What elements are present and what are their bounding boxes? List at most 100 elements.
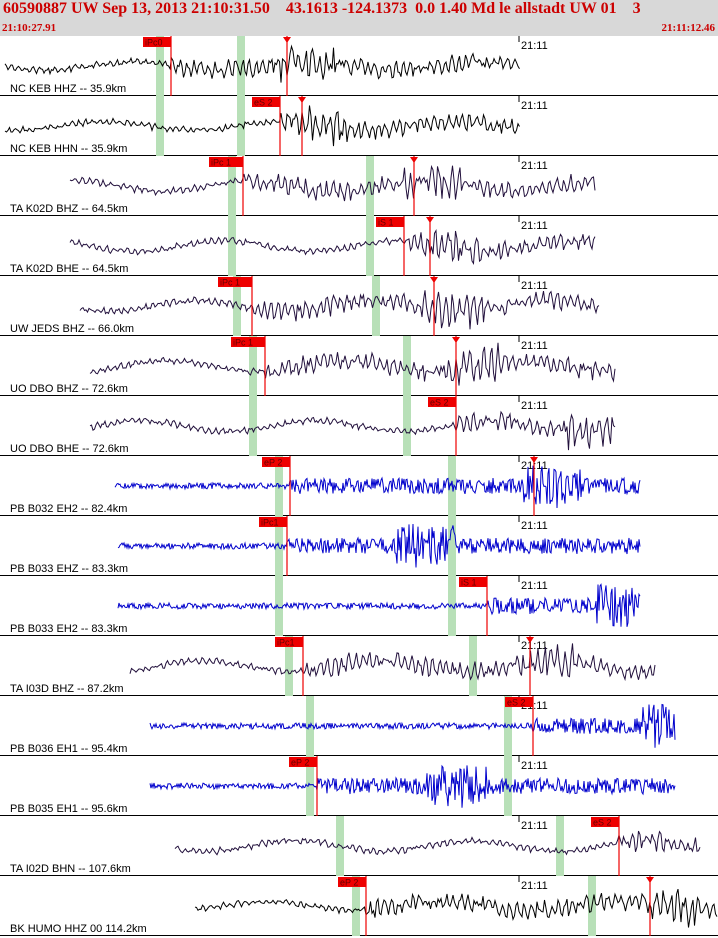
seismogram-row[interactable]: 21:11 iPc 1 UO DBO BHZ -- 72.6km (0, 336, 718, 396)
minute-tick-label: 21:11 (521, 760, 548, 772)
pick-window (237, 96, 245, 156)
minute-tick-label: 21:11 (521, 220, 548, 232)
window-end-time: 21:11:12.46 (661, 22, 715, 34)
pick-window (352, 876, 360, 936)
phase-pick-label[interactable]: iPc1 (261, 518, 279, 528)
phase-pick-label[interactable]: eS 2 (430, 398, 449, 408)
station-label: NC KEB HHN -- 35.9km (10, 143, 127, 155)
seismogram-row[interactable]: 21:11 iS 1 PB B033 EH2 -- 83.3km (0, 576, 718, 636)
phase-pick-tag[interactable] (275, 637, 303, 647)
event-title: 60590887 UW Sep 13, 2013 21:10:31.50 43.… (3, 0, 641, 17)
phase-pick-tag[interactable] (338, 877, 366, 887)
phase-pick-tag[interactable] (459, 577, 487, 587)
phase-pick-label[interactable]: iPc0 (145, 38, 163, 48)
station-label: PB B036 EH1 -- 95.4km (10, 743, 127, 755)
waveform-trace (174, 830, 701, 856)
pick-window (556, 816, 564, 876)
waveform-trace (129, 643, 656, 682)
waveform-trace (69, 164, 596, 202)
phase-pick-tag[interactable] (218, 277, 252, 287)
phase-pick-label[interactable]: iS 1 (461, 578, 477, 588)
waveform-trace (79, 290, 600, 330)
pick-window (285, 636, 293, 696)
station-label: NC KEB HHZ -- 35.9km (10, 83, 126, 95)
seismogram-row[interactable]: 21:11 iPc 1 UW JEDS BHZ -- 66.0km (0, 276, 718, 336)
station-label: BK HUMO HHZ 00 114.2km (10, 923, 147, 935)
pick-arrow-icon (526, 637, 534, 643)
phase-pick-tag[interactable] (591, 817, 619, 827)
phase-pick-label[interactable]: iPc1 (277, 638, 295, 648)
pick-window (228, 216, 236, 276)
seismogram-row[interactable]: 21:11 eS 2 NC KEB HHN -- 35.9km (0, 96, 718, 156)
pick-window (233, 276, 241, 336)
phase-pick-label[interactable]: eS 2 (254, 98, 273, 108)
event-header: 60590887 UW Sep 13, 2013 21:10:31.50 43.… (0, 0, 718, 36)
seismogram-row[interactable]: 21:11 iPc 1 TA K02D BHZ -- 64.5km (0, 156, 718, 216)
pick-arrow-icon (298, 97, 306, 103)
seismogram-row[interactable]: 21:11 iPc0 NC KEB HHZ -- 35.9km (0, 36, 718, 96)
seismogram-row[interactable]: 21:11 eS 2 TA I02D BHN -- 107.6km (0, 816, 718, 876)
phase-pick-label[interactable]: iS 1 (378, 218, 394, 228)
phase-pick-label[interactable]: iPc 1 (211, 158, 231, 168)
seismogram-row[interactable]: 21:11 eS 2 UO DBO BHE -- 72.6km (0, 396, 718, 456)
station-label: PB B033 EH2 -- 83.3km (10, 623, 127, 635)
phase-pick-label[interactable]: eP 2 (340, 878, 358, 888)
station-label: TA K02D BHE -- 64.5km (10, 263, 128, 275)
pick-arrow-icon (426, 217, 434, 223)
phase-pick-label[interactable]: iPc 1 (233, 338, 253, 348)
phase-pick-tag[interactable] (428, 397, 456, 407)
minute-tick-label: 21:11 (521, 400, 548, 412)
minute-tick-label: 21:11 (521, 640, 548, 652)
phase-pick-label[interactable]: eP 2 (291, 758, 309, 768)
phase-pick-tag[interactable] (231, 337, 265, 347)
pick-arrow-icon (646, 877, 654, 883)
pick-arrow-icon (530, 457, 538, 463)
waveform-trace (4, 105, 520, 147)
pick-window (237, 36, 245, 96)
phase-pick-tag[interactable] (376, 217, 404, 227)
phase-pick-label[interactable]: eP 2 (264, 458, 282, 468)
pick-window (448, 516, 456, 576)
waveform-trace (149, 703, 676, 748)
seismogram-row[interactable]: 21:11 eP 2 BK HUMO HHZ 00 114.2km (0, 876, 718, 936)
minute-tick-label: 21:11 (521, 520, 548, 532)
pick-window (249, 396, 257, 456)
phase-pick-tag[interactable] (209, 157, 243, 167)
pick-window (275, 576, 283, 636)
minute-tick-label: 21:11 (521, 100, 548, 112)
window-start-time: 21:10:27.91 (2, 22, 57, 34)
waveform-trace (89, 410, 616, 451)
seismogram-row[interactable]: 21:11 iPc1 TA I03D BHZ -- 87.2km (0, 636, 718, 696)
pick-window (403, 396, 411, 456)
pick-window (372, 276, 380, 336)
seismogram-row[interactable]: 21:11 eP 2 PB B035 EH1 -- 95.6km (0, 756, 718, 816)
minute-tick-label: 21:11 (521, 820, 548, 832)
seismogram-row[interactable]: 21:11 iPc1 PB B033 EHZ -- 83.3km (0, 516, 718, 576)
waveform-trace (117, 523, 641, 568)
station-label: UO DBO BHZ -- 72.6km (10, 383, 128, 395)
pick-arrow-icon (410, 157, 418, 163)
phase-pick-tag[interactable] (259, 517, 287, 527)
pick-window (156, 36, 164, 96)
phase-pick-tag[interactable] (505, 697, 533, 707)
station-label: TA K02D BHZ -- 64.5km (10, 203, 128, 215)
phase-pick-label[interactable]: iPc 1 (220, 278, 240, 288)
phase-pick-tag[interactable] (143, 37, 171, 47)
phase-pick-tag[interactable] (262, 457, 290, 467)
phase-pick-label[interactable]: eS 2 (507, 698, 526, 708)
phase-pick-tag[interactable] (252, 97, 280, 107)
station-label: PB B033 EHZ -- 83.3km (10, 563, 128, 575)
minute-tick-label: 21:11 (521, 40, 548, 52)
seismogram-row[interactable]: 21:11 iS 1 TA K02D BHE -- 64.5km (0, 216, 718, 276)
waveform-trace (4, 44, 520, 83)
station-label: PB B035 EH1 -- 95.6km (10, 803, 127, 815)
phase-pick-tag[interactable] (289, 757, 317, 767)
pick-window (249, 336, 257, 396)
seismogram-panel[interactable]: 21:11 iPc0 NC KEB HHZ -- 35.9km 21:11 eS 2 NC… (0, 36, 718, 938)
minute-tick-label: 21:11 (521, 880, 548, 892)
minute-tick-label: 21:11 (521, 340, 548, 352)
pick-window (156, 96, 164, 156)
phase-pick-label[interactable]: eS 2 (593, 818, 612, 828)
